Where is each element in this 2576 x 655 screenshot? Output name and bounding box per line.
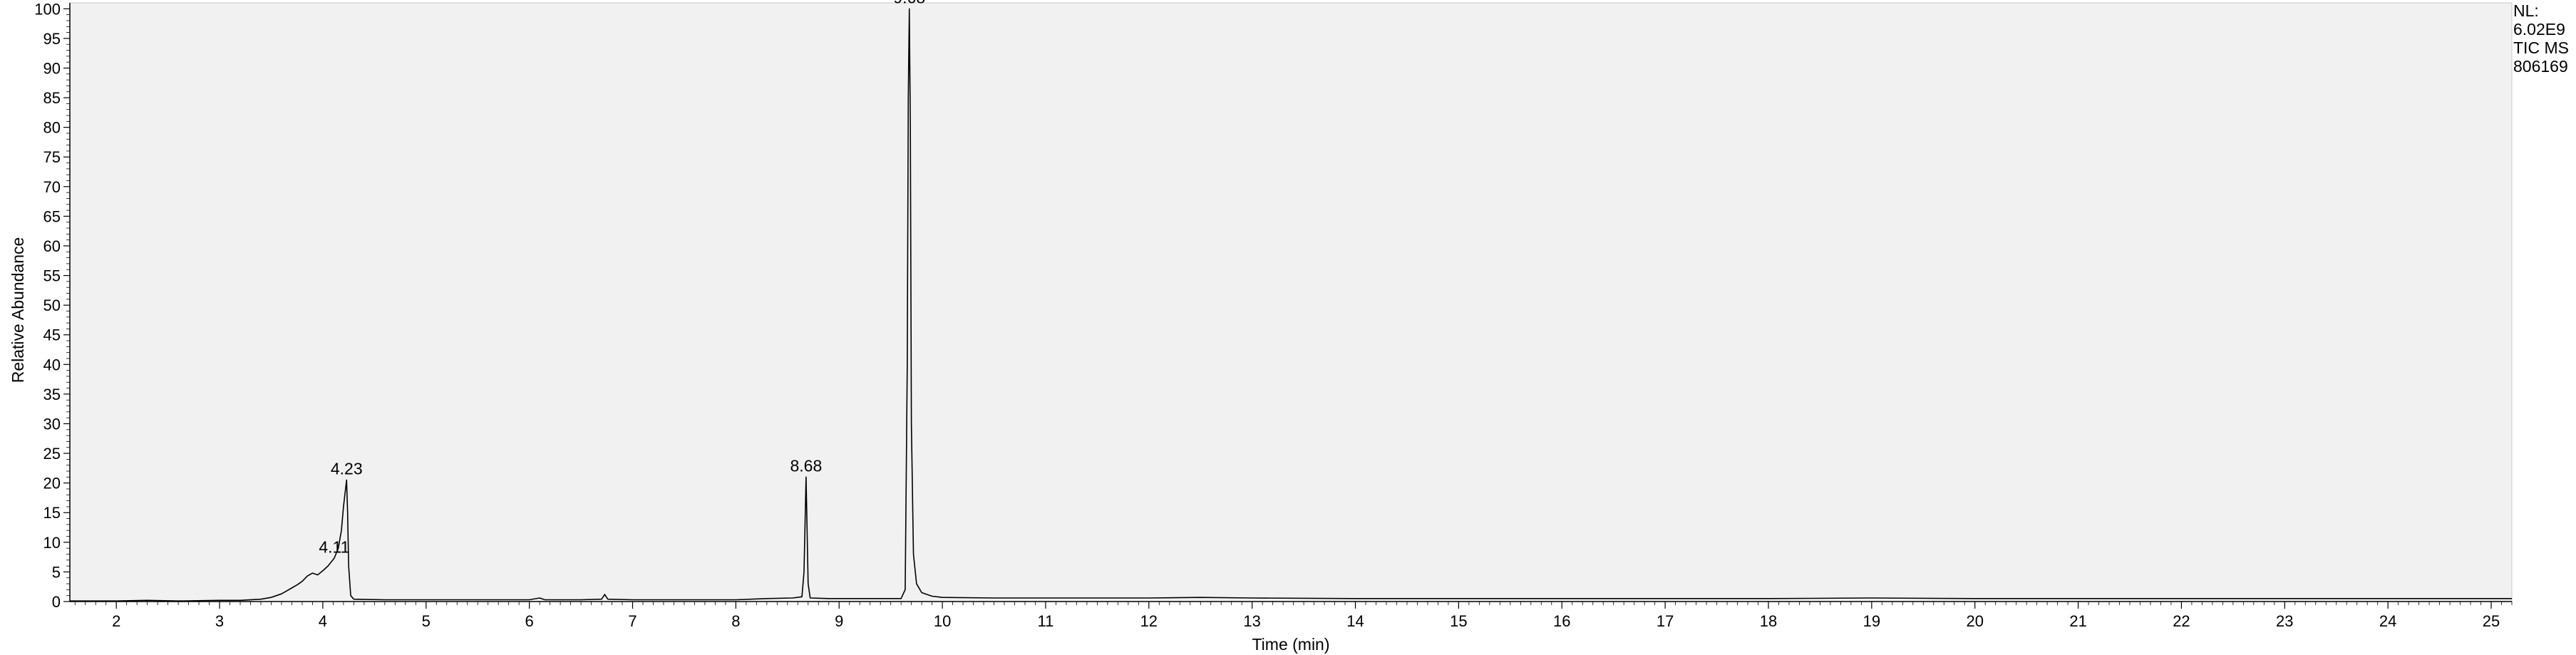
y-tick-label: 5 bbox=[52, 563, 61, 581]
x-tick-label: 2 bbox=[112, 612, 120, 630]
traces bbox=[70, 8, 2512, 602]
x-tick-label: 4 bbox=[319, 612, 327, 630]
y-tick-label: 60 bbox=[43, 237, 61, 255]
x-axis: 2 3 4 5 6 7 8 9 10 11 12 13 14 15 16 17 18 19 20 21 22 23 24 25 bbox=[74, 602, 2513, 630]
y-tick-label: 90 bbox=[43, 59, 61, 77]
y-tick-label: 55 bbox=[43, 267, 61, 285]
y-tick-label: 35 bbox=[43, 386, 61, 403]
y-tick-label: 20 bbox=[43, 475, 61, 492]
x-tick-label: 21 bbox=[2069, 612, 2086, 630]
y-tick-label: 95 bbox=[43, 30, 61, 48]
x-tick-label: 17 bbox=[1657, 612, 1674, 630]
x-tick-label: 24 bbox=[2379, 612, 2396, 630]
y-tick-label: 70 bbox=[43, 178, 61, 196]
y-tick-label: 40 bbox=[43, 356, 61, 373]
x-tick-label: 25 bbox=[2483, 612, 2500, 630]
info-file-id: 806169 bbox=[2513, 57, 2568, 76]
y-axis-title: Relative Abundance bbox=[9, 237, 27, 383]
peak-label: 9.68 bbox=[893, 0, 925, 6]
y-tick-label: 30 bbox=[43, 415, 61, 433]
y-tick-label: 50 bbox=[43, 296, 61, 314]
info-box: NL: 6.02E9 TIC MS 806169 bbox=[2513, 1, 2569, 76]
y-tick-label: 15 bbox=[43, 504, 61, 522]
x-tick-label: 23 bbox=[2276, 612, 2293, 630]
y-tick-label: 0 bbox=[52, 593, 61, 611]
x-axis-title: Time (min) bbox=[1252, 635, 1329, 654]
peak-label: 4.23 bbox=[331, 460, 363, 478]
x-tick-label: 13 bbox=[1243, 612, 1260, 630]
info-nl-value: 6.02E9 bbox=[2513, 20, 2565, 38]
x-tick-label: 5 bbox=[422, 612, 431, 630]
info-scan-type: TIC MS bbox=[2513, 38, 2569, 57]
x-tick-label: 12 bbox=[1140, 612, 1158, 630]
plot-area bbox=[69, 2, 2513, 602]
y-tick-label: 10 bbox=[43, 534, 61, 552]
y-tick-label: 45 bbox=[43, 326, 61, 344]
x-tick-label: 8 bbox=[731, 612, 740, 630]
info-nl-label: NL: bbox=[2513, 1, 2539, 20]
y-tick-label: 75 bbox=[43, 148, 61, 166]
y-tick-label: 85 bbox=[43, 89, 61, 107]
x-tick-label: 18 bbox=[1760, 612, 1777, 630]
y-tick-label: 80 bbox=[43, 119, 61, 137]
tic-trace bbox=[70, 8, 2512, 602]
x-tick-label: 22 bbox=[2173, 612, 2190, 630]
x-tick-label: 20 bbox=[1966, 612, 1983, 630]
peak-labels: 4.11 4.23 8.68 9.68 bbox=[319, 0, 925, 556]
y-tick-label: 100 bbox=[34, 0, 61, 18]
x-tick-label: 6 bbox=[525, 612, 534, 630]
y-tick-label: 25 bbox=[43, 445, 61, 463]
x-tick-label: 16 bbox=[1553, 612, 1570, 630]
x-tick-label: 3 bbox=[215, 612, 224, 630]
x-tick-label: 14 bbox=[1346, 612, 1364, 630]
y-tick-label: 65 bbox=[43, 207, 61, 225]
x-tick-label: 10 bbox=[934, 612, 951, 630]
x-tick-label: 19 bbox=[1863, 612, 1880, 630]
peak-label: 4.11 bbox=[319, 537, 349, 556]
x-tick-label: 9 bbox=[835, 612, 843, 630]
x-tick-label: 11 bbox=[1038, 612, 1054, 630]
peak-label: 8.68 bbox=[790, 456, 822, 475]
x-tick-label: 7 bbox=[628, 612, 637, 630]
x-tick-label: 15 bbox=[1450, 612, 1467, 630]
y-axis: 0 5 10 15 20 25 30 35 40 45 50 55 60 65 70 75 80 85 90 95 10… bbox=[34, 0, 70, 611]
